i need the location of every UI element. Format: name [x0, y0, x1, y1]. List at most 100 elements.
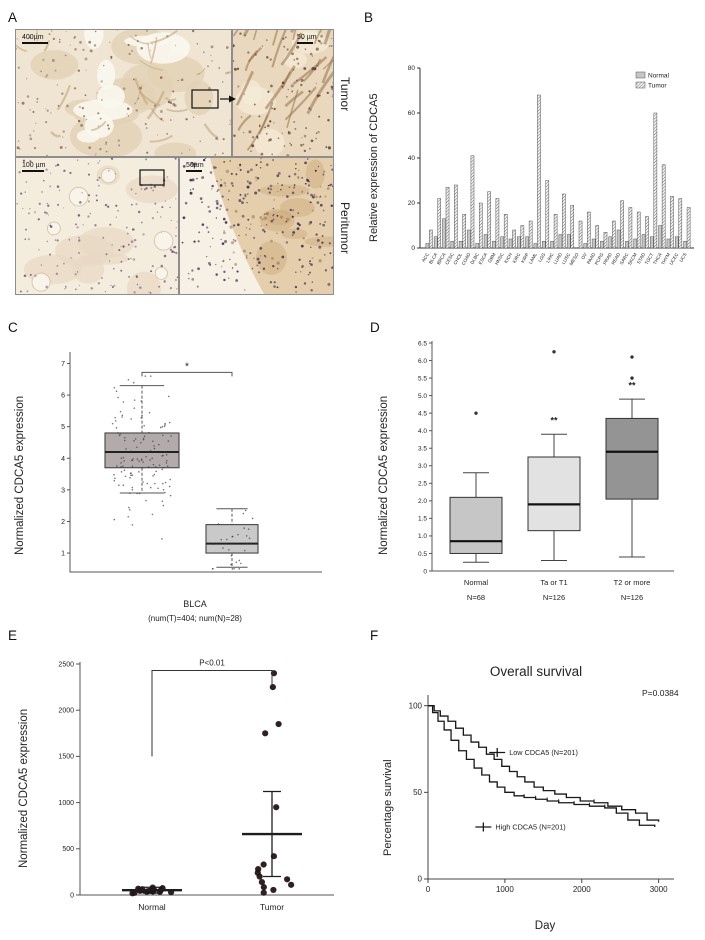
svg-text:KICH: KICH [503, 252, 513, 264]
svg-text:1.0: 1.0 [418, 533, 427, 540]
bar-normal-READ [616, 229, 621, 249]
survival-title: Overall survival [489, 664, 583, 679]
svg-text:100: 100 [409, 701, 423, 710]
svg-text:4: 4 [61, 456, 65, 463]
bar-tumor-GBM [495, 198, 500, 249]
svg-text:CESC: CESC [444, 251, 455, 265]
svg-text:PRAD: PRAD [602, 251, 613, 265]
scale-bar-line [297, 42, 313, 44]
svg-text:BLCA: BLCA [428, 251, 439, 265]
scale-bar-50um-tumor: 50 µm [297, 34, 317, 44]
scale-bar-label: 100 µm [22, 162, 46, 169]
scale-bar-line [186, 170, 202, 172]
bar-tumor-UCS [686, 207, 691, 249]
svg-text:1000: 1000 [496, 885, 514, 894]
svg-text:KIRP: KIRP [520, 252, 530, 264]
bar-tumor-COAD [470, 155, 475, 249]
bar-normal-STAD [641, 234, 646, 249]
bar-normal-COAD [467, 229, 471, 249]
outlier-point [474, 411, 478, 415]
svg-text:2.5: 2.5 [418, 481, 427, 488]
svg-text:20: 20 [408, 200, 416, 207]
svg-text:SKCM: SKCM [627, 252, 638, 266]
bar-tumor-KIRC [520, 225, 525, 249]
panel-c-y-axis-label: Normalized CDCA5 expression [14, 395, 26, 555]
svg-text:Tumor: Tumor [648, 83, 667, 90]
box-group-Normal [205, 508, 259, 570]
svg-text:HNSC: HNSC [494, 251, 505, 265]
bar-tumor-KICH [512, 229, 516, 249]
svg-text:MESO: MESO [569, 252, 580, 267]
scale-bar-50um-peritumor: 50µm [186, 162, 204, 172]
group-label: Ta or T1 [540, 578, 567, 587]
panel-d-label: D [370, 320, 380, 335]
bar-normal-KIRC [517, 236, 521, 249]
data-points-Tumor [254, 670, 295, 896]
bar-tumor-PCPG [603, 232, 608, 249]
tumor-low-mag-image [15, 29, 232, 157]
svg-text:7: 7 [61, 361, 65, 368]
svg-text:KIRC: KIRC [512, 251, 522, 264]
bar-tumor-DLBC [478, 202, 483, 249]
bar-tumor-CHOL [462, 214, 466, 249]
tumor-side-label: Tumor [338, 76, 352, 112]
peritumor-low-mag-image [15, 157, 179, 295]
svg-text:5.0: 5.0 [418, 393, 427, 400]
svg-text:LUSC: LUSC [561, 251, 572, 265]
group-n-label: N=68 [467, 593, 485, 602]
legend-swatch-normal [635, 71, 646, 79]
significance-bracket [141, 371, 233, 377]
svg-text:UCEC: UCEC [669, 251, 680, 265]
bar-normal-OV [583, 243, 588, 249]
bar-tumor-LAML [537, 94, 541, 249]
bar-tumor-CESC [454, 184, 458, 249]
km-curve [428, 705, 660, 822]
p-value-bracket [151, 669, 273, 757]
svg-text:GBM: GBM [487, 252, 497, 264]
bar-series [425, 94, 691, 249]
stage-box-plot: 0 0.5 1.0 1.5 2.0 2.5 3.0 3.5 4.0 4.5 5.0 5.5 6.0 6.5… [418, 340, 674, 602]
bar-normal-KICH [508, 238, 513, 249]
svg-text:6.5: 6.5 [418, 340, 427, 347]
zoom-rect-tumor [191, 89, 219, 109]
svg-text:0: 0 [70, 892, 74, 899]
panel-c-label: C [8, 320, 18, 335]
significance-stars: ** [550, 416, 558, 426]
panel-e-y-axis-label: Normalized CDCA5 expression [18, 708, 30, 868]
svg-text:LUAD: LUAD [553, 251, 564, 265]
svg-text:5: 5 [61, 424, 65, 431]
p-value-label: P<0.01 [199, 658, 225, 667]
bar-tumor-HNSC [503, 214, 508, 249]
group-label: T2 or more [614, 578, 651, 587]
panel-b: B Relative expression of CDCA5 0 20 40 60 80… [356, 10, 705, 310]
outlier-point [552, 350, 556, 354]
svg-text:THYM: THYM [660, 252, 671, 266]
bar-normal-PCPG [600, 241, 604, 249]
svg-text:PAAD: PAAD [586, 251, 597, 265]
pan-cancer-bar-chart: 0 20 40 60 80 ACCBLCABRCACESCCHOLCOADDLBCESCA… [408, 65, 694, 267]
jitter-points-Normal [211, 509, 254, 570]
panel-a: A 400µm 50 µm 100 µm 50µm Tumor Peritumo… [8, 10, 356, 310]
bar-tumor-SARC [628, 207, 633, 249]
box-group-Ta or T1: ** [527, 350, 581, 561]
svg-text:STAD: STAD [636, 251, 647, 264]
svg-text:0: 0 [426, 885, 431, 894]
bar-normal-GBM [492, 241, 496, 249]
svg-text:2.0: 2.0 [418, 498, 427, 505]
svg-text:80: 80 [408, 65, 416, 72]
bar-tumor-THCA [661, 164, 666, 249]
peritumor-side-label: Peritumor [338, 201, 352, 254]
significance-stars: ** [628, 381, 636, 391]
bar-normal-PRAD [608, 236, 613, 249]
normal-tumor-scatter-plot: 0 500 1000 1500 2000 2500 Normal Tumor P<0.01 [58, 658, 334, 912]
blca-box-plot: 1 2 3 4 5 6 7 * [61, 352, 322, 573]
bar-normal-ESCA [483, 234, 488, 249]
bar-normal-PAAD [591, 238, 596, 249]
box-Normal [449, 496, 503, 554]
svg-text:3.5: 3.5 [418, 446, 427, 453]
svg-text:LIHC: LIHC [545, 251, 555, 263]
group-label: Normal [138, 902, 166, 912]
bar-normal-TGCT [650, 236, 654, 249]
bar-normal-LGG [541, 241, 546, 249]
bar-normal-SARC [625, 241, 629, 249]
